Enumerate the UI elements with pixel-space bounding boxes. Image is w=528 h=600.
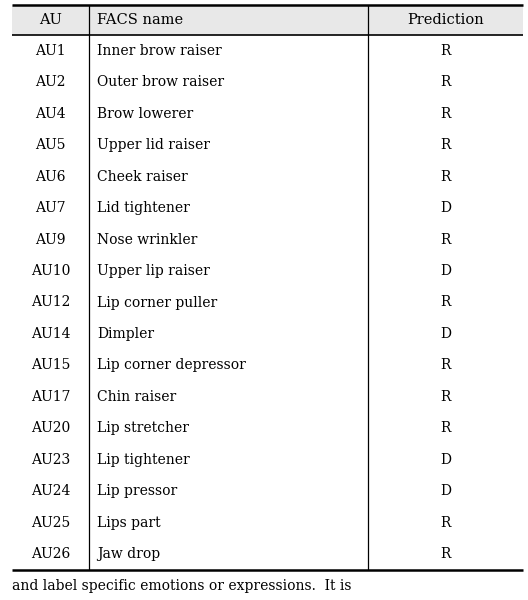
Text: D: D xyxy=(440,264,451,278)
Text: Lid tightener: Lid tightener xyxy=(98,201,190,215)
Text: R: R xyxy=(440,44,451,58)
Text: R: R xyxy=(440,390,451,404)
Text: Lip stretcher: Lip stretcher xyxy=(98,421,190,436)
Text: R: R xyxy=(440,170,451,184)
Text: R: R xyxy=(440,358,451,373)
Text: Brow lowerer: Brow lowerer xyxy=(98,107,194,121)
Text: Nose wrinkler: Nose wrinkler xyxy=(98,233,198,247)
Text: Lip tightener: Lip tightener xyxy=(98,453,190,467)
Text: AU26: AU26 xyxy=(31,547,70,561)
Text: Lip corner puller: Lip corner puller xyxy=(98,295,218,310)
Text: Dimpler: Dimpler xyxy=(98,327,155,341)
Bar xyxy=(12,5,523,35)
Text: D: D xyxy=(440,201,451,215)
Text: R: R xyxy=(440,75,451,89)
Text: AU10: AU10 xyxy=(31,264,70,278)
Text: AU23: AU23 xyxy=(31,453,70,467)
Text: D: D xyxy=(440,484,451,499)
Text: AU1: AU1 xyxy=(35,44,66,58)
Text: and label specific emotions or expressions.  It is: and label specific emotions or expressio… xyxy=(12,579,352,593)
Text: Lip corner depressor: Lip corner depressor xyxy=(98,358,246,373)
Text: AU15: AU15 xyxy=(31,358,70,373)
Text: AU5: AU5 xyxy=(35,138,66,152)
Text: AU24: AU24 xyxy=(31,484,70,499)
Text: D: D xyxy=(440,327,451,341)
Text: Upper lip raiser: Upper lip raiser xyxy=(98,264,210,278)
Text: AU9: AU9 xyxy=(35,233,66,247)
Text: Lips part: Lips part xyxy=(98,516,161,530)
Text: AU14: AU14 xyxy=(31,327,70,341)
Text: FACS name: FACS name xyxy=(98,13,184,27)
Text: Inner brow raiser: Inner brow raiser xyxy=(98,44,222,58)
Text: R: R xyxy=(440,295,451,310)
Text: R: R xyxy=(440,421,451,436)
Text: AU17: AU17 xyxy=(31,390,70,404)
Text: AU: AU xyxy=(39,13,62,27)
Text: Lip pressor: Lip pressor xyxy=(98,484,178,499)
Text: AU7: AU7 xyxy=(35,201,66,215)
Text: Upper lid raiser: Upper lid raiser xyxy=(98,138,211,152)
Text: Prediction: Prediction xyxy=(407,13,484,27)
Text: Chin raiser: Chin raiser xyxy=(98,390,177,404)
Text: D: D xyxy=(440,453,451,467)
Text: AU4: AU4 xyxy=(35,107,66,121)
Text: AU12: AU12 xyxy=(31,295,70,310)
Text: R: R xyxy=(440,138,451,152)
Text: Jaw drop: Jaw drop xyxy=(98,547,161,561)
Text: R: R xyxy=(440,233,451,247)
Text: AU2: AU2 xyxy=(35,75,66,89)
Text: AU20: AU20 xyxy=(31,421,70,436)
Text: Cheek raiser: Cheek raiser xyxy=(98,170,188,184)
Text: Outer brow raiser: Outer brow raiser xyxy=(98,75,224,89)
Text: R: R xyxy=(440,107,451,121)
Text: AU25: AU25 xyxy=(31,516,70,530)
Text: R: R xyxy=(440,516,451,530)
Text: R: R xyxy=(440,547,451,561)
Text: AU6: AU6 xyxy=(35,170,66,184)
